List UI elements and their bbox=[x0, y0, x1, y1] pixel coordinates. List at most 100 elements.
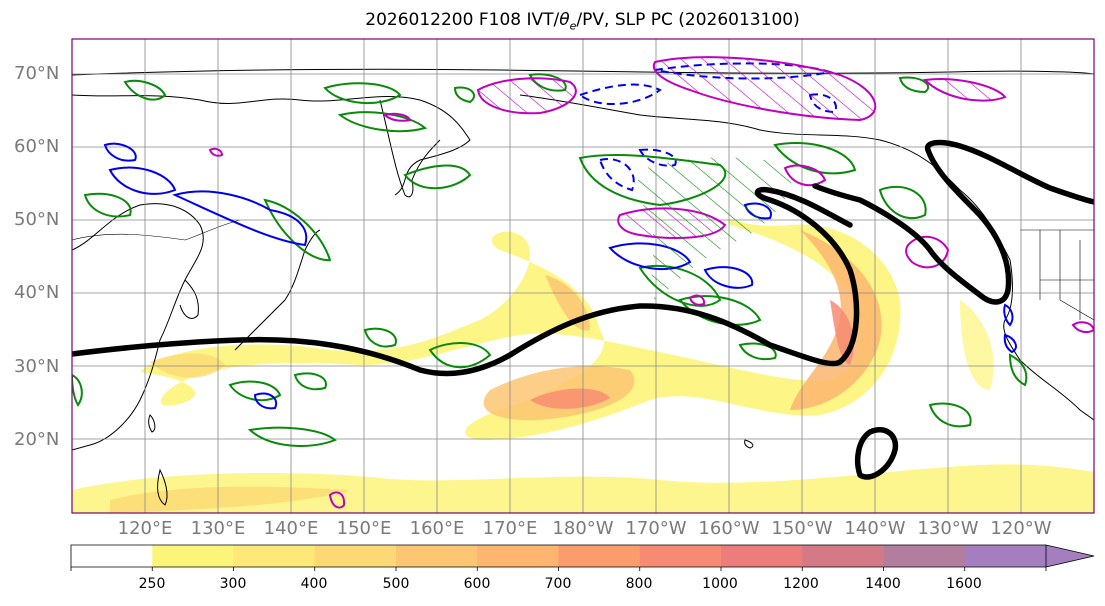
theta-e-contour bbox=[453, 86, 475, 104]
ivt-band-main-core bbox=[530, 388, 610, 409]
colorbar-tick: 1400 bbox=[865, 576, 901, 592]
theta-e-contour bbox=[773, 141, 857, 175]
pv-region bbox=[652, 56, 877, 122]
colorbar-segment bbox=[233, 545, 316, 567]
theta-e-contour bbox=[738, 342, 777, 361]
map-frame bbox=[71, 38, 1095, 514]
colorbar-segment bbox=[802, 545, 884, 567]
theta-e-contour bbox=[263, 198, 332, 262]
colorbar-tick: 1000 bbox=[702, 576, 738, 592]
theta-e-contour bbox=[293, 372, 327, 391]
coast-arctic bbox=[72, 68, 1094, 76]
colorbar-tick: 700 bbox=[544, 576, 572, 592]
colorbar-segment bbox=[314, 545, 397, 567]
ivt-band-main bbox=[140, 219, 901, 440]
theta-e-contour bbox=[1008, 353, 1028, 387]
theta-e-contour bbox=[703, 266, 754, 289]
border-china bbox=[72, 219, 241, 241]
lon-label-130e: 130°E bbox=[190, 518, 246, 539]
pv-region bbox=[783, 164, 827, 187]
lon-label-140e: 140°E bbox=[263, 518, 319, 539]
colorbar-tick: 1600 bbox=[946, 576, 982, 592]
lon-label-170e: 170°E bbox=[482, 518, 538, 539]
lon-label-120e: 120°E bbox=[117, 518, 173, 539]
theta-e-contour bbox=[83, 192, 132, 218]
slp-contour-east bbox=[924, 139, 1094, 205]
theta-e-positive-contours bbox=[72, 73, 1028, 447]
pv-region bbox=[905, 235, 950, 269]
colorbar-extend-arrow bbox=[1045, 544, 1095, 568]
theta-e-contour bbox=[172, 190, 308, 247]
coast-china bbox=[72, 203, 204, 451]
coast-japan bbox=[234, 229, 321, 351]
slp-contour-low bbox=[855, 427, 899, 480]
coast-hawaii bbox=[744, 439, 754, 449]
colorbar-segment bbox=[396, 545, 478, 567]
pv-region bbox=[208, 147, 224, 157]
theta-e-contour bbox=[428, 342, 492, 369]
theta-e-contour bbox=[108, 166, 177, 195]
ivt-band-east-tail bbox=[960, 300, 994, 390]
colorbar-segment bbox=[964, 545, 1047, 567]
colorbar-tick: 1200 bbox=[783, 576, 819, 592]
borders bbox=[72, 219, 1094, 321]
lat-label-50n: 50°N bbox=[14, 209, 60, 230]
ivt-band-nw bbox=[545, 275, 590, 331]
theta-e-contour bbox=[878, 185, 927, 220]
colorbar-tick: 500 bbox=[382, 576, 410, 592]
lon-label-170w: 170°W bbox=[625, 518, 687, 539]
theta-e-contour bbox=[1003, 303, 1014, 327]
colorbar-segment bbox=[152, 545, 234, 567]
colorbar-segment bbox=[477, 545, 559, 567]
coast-siberia bbox=[72, 94, 471, 196]
lon-label-150e: 150°E bbox=[336, 518, 392, 539]
theta-e-contour-dashed bbox=[577, 83, 662, 106]
colorbar-segment bbox=[71, 545, 153, 567]
colorbar-segment bbox=[721, 545, 803, 567]
coast-philippines bbox=[157, 468, 168, 506]
lon-label-180w: 180°W bbox=[552, 518, 614, 539]
theta-e-contour bbox=[123, 79, 167, 101]
colorbar-segment bbox=[639, 545, 722, 567]
coast-alaska bbox=[519, 94, 1011, 261]
colorbar bbox=[70, 544, 1095, 571]
chart-title: 2026012200 F108 IVT/θe/PV, SLP PC (20260… bbox=[365, 10, 800, 33]
pv-regions bbox=[208, 56, 1094, 509]
lon-label-150w: 150°W bbox=[771, 518, 833, 539]
theta-e-contour bbox=[1003, 333, 1017, 354]
colorbar-tick: 800 bbox=[625, 576, 653, 592]
lat-label-70n: 70°N bbox=[14, 63, 60, 84]
lat-label-60n: 60°N bbox=[14, 136, 60, 157]
colorbar-tick: 600 bbox=[463, 576, 491, 592]
theta-e-contour-dashed bbox=[598, 158, 635, 192]
theta-e-contour bbox=[928, 402, 972, 428]
slp-contour-main bbox=[72, 186, 860, 377]
colorbar-tick: 300 bbox=[219, 576, 247, 592]
colorbar-tick: 400 bbox=[300, 576, 328, 592]
coastlines bbox=[72, 68, 1094, 506]
slp-contour-east-loop bbox=[812, 147, 1012, 305]
theta-e-contour bbox=[403, 164, 472, 190]
map-area bbox=[72, 39, 1094, 513]
pv-region bbox=[688, 294, 706, 306]
lon-label-130w: 130°W bbox=[917, 518, 979, 539]
slp-contours bbox=[72, 139, 1094, 480]
gridlines bbox=[72, 39, 1094, 513]
theta-e-contour bbox=[228, 380, 282, 402]
border-us-states bbox=[1039, 230, 1094, 321]
lon-label-160e: 160°E bbox=[409, 518, 465, 539]
theta-e-hatched-region bbox=[638, 157, 792, 300]
ivt-band-wpac bbox=[150, 353, 225, 378]
colorbar-segment bbox=[883, 545, 966, 567]
lon-label-120w: 120°W bbox=[990, 518, 1052, 539]
theta-e-contour bbox=[337, 111, 428, 133]
pv-region bbox=[1071, 321, 1094, 334]
pv-region bbox=[476, 77, 577, 115]
theta-e-contour bbox=[363, 327, 397, 348]
lat-label-20n: 20°N bbox=[14, 429, 60, 450]
lat-label-30n: 30°N bbox=[14, 356, 60, 377]
colorbar-tick: 250 bbox=[138, 576, 166, 592]
colorbar-segment bbox=[558, 545, 641, 567]
ivt-band-east bbox=[790, 230, 882, 410]
